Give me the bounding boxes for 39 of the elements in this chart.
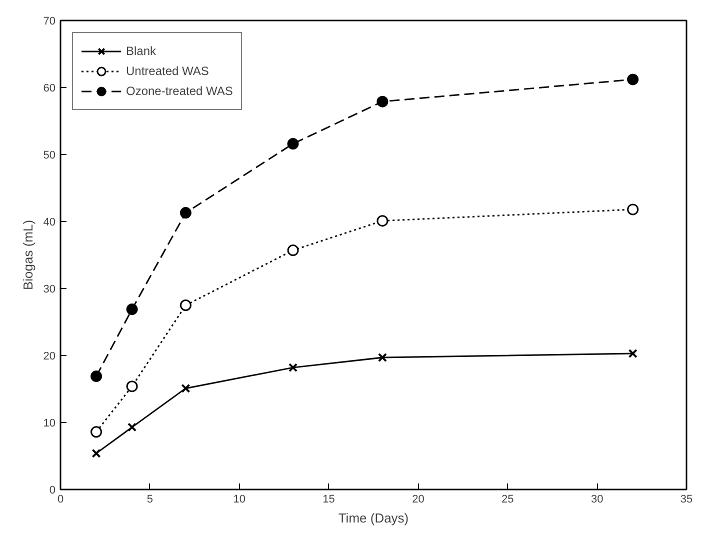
point bbox=[128, 422, 137, 432]
y-axis-title: Biogas (mL) bbox=[20, 220, 36, 290]
point bbox=[287, 244, 299, 256]
point bbox=[376, 96, 388, 108]
x-tick-label: 15 bbox=[322, 494, 335, 506]
point bbox=[627, 204, 639, 216]
y-tick-label: 30 bbox=[43, 284, 56, 296]
point bbox=[90, 426, 102, 438]
legend-label: Untreated WAS bbox=[126, 64, 209, 78]
point bbox=[288, 363, 298, 372]
x-axis-title: Time (Days) bbox=[338, 510, 409, 526]
point bbox=[126, 304, 138, 316]
x-tick-label: 5 bbox=[146, 494, 153, 506]
point bbox=[181, 384, 190, 393]
y-tick-label: 70 bbox=[43, 16, 56, 28]
point bbox=[376, 215, 388, 227]
point bbox=[180, 207, 192, 219]
legend-label: Blank bbox=[126, 44, 156, 58]
y-tick-label: 40 bbox=[43, 216, 56, 228]
x-tick-label: 10 bbox=[233, 494, 246, 506]
point bbox=[92, 448, 101, 458]
y-tick-label: 10 bbox=[43, 418, 56, 430]
point bbox=[627, 74, 639, 86]
x-tick-label: 30 bbox=[590, 494, 604, 506]
y-tick-label: 60 bbox=[43, 82, 56, 94]
point bbox=[378, 352, 387, 362]
point bbox=[287, 138, 299, 150]
x-tick-label: 35 bbox=[680, 494, 693, 506]
x-tick-label: 0 bbox=[57, 494, 64, 506]
x-tick-label: 20 bbox=[412, 494, 424, 506]
point bbox=[90, 370, 102, 382]
point bbox=[180, 300, 192, 311]
legend-label: Ozone-treated WAS bbox=[126, 84, 233, 98]
y-tick-label: 20 bbox=[43, 350, 56, 362]
point bbox=[628, 348, 638, 358]
point bbox=[126, 380, 138, 392]
y-tick-label: 0 bbox=[49, 484, 56, 496]
y-tick-label: 50 bbox=[43, 150, 56, 162]
x-tick-label: 25 bbox=[502, 494, 514, 506]
